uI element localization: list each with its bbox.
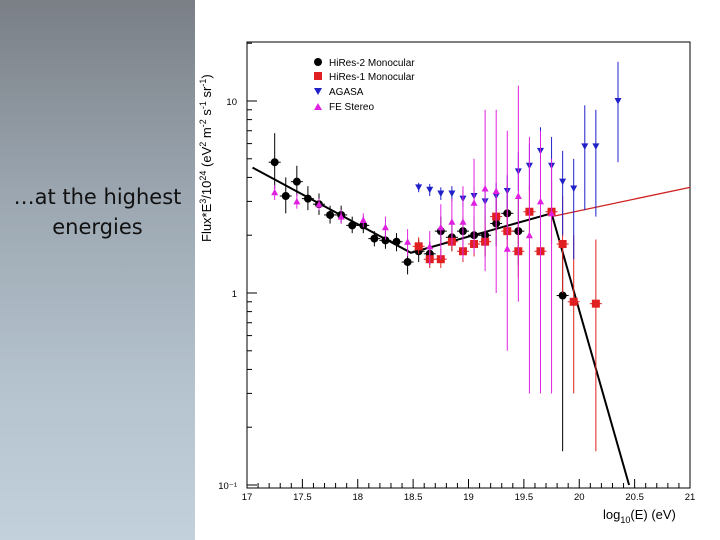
caption-line-2: energies xyxy=(52,215,143,239)
series-hires2 xyxy=(268,133,569,452)
data-point xyxy=(381,236,390,245)
tick-labels: 17 17.5 18 18.5 19 19.5 20 20.5 21 10 1 10⁻¹ xyxy=(218,97,695,503)
data-point xyxy=(293,197,301,205)
axis-ticks xyxy=(246,42,691,488)
spectrum-chart: 17 17.5 18 18.5 19 19.5 20 20.5 21 10 1 10⁻¹ HiRes-… xyxy=(198,41,695,525)
data-point xyxy=(392,237,401,246)
x-tick-label: 19.5 xyxy=(515,492,534,503)
data-point xyxy=(426,242,434,250)
data-point xyxy=(503,245,511,252)
x-tick-label: 20.5 xyxy=(625,492,644,503)
data-point xyxy=(592,143,600,150)
data-point xyxy=(591,299,600,308)
data-point xyxy=(370,234,379,243)
y-tick-label: 10 xyxy=(226,97,237,108)
x-tick-label: 17.5 xyxy=(293,492,312,503)
slide-caption: …at the highest energies xyxy=(0,182,195,242)
x-tick-label: 19 xyxy=(463,492,474,503)
data-point xyxy=(558,239,567,248)
x-tick-label: 18.5 xyxy=(404,492,423,503)
data-point xyxy=(403,258,412,267)
series-fe xyxy=(271,85,556,394)
x-axis-label: log10(E) (eV) xyxy=(603,507,676,525)
data-point xyxy=(614,98,622,105)
y-tick-label: 1 xyxy=(232,289,237,300)
legend-entry-hires1: HiRes-1 Monocular xyxy=(314,72,415,83)
legend-label-fe: FE Stereo xyxy=(329,102,374,113)
data-point xyxy=(337,213,345,220)
legend-marker-hires2 xyxy=(314,58,322,66)
data-point xyxy=(359,216,367,223)
data-point xyxy=(581,143,589,150)
data-point xyxy=(548,209,556,217)
data-point xyxy=(271,188,279,196)
x-tick-label: 20 xyxy=(574,492,585,503)
data-point xyxy=(525,231,533,239)
data-point xyxy=(437,190,445,197)
x-tick-label: 21 xyxy=(685,492,696,503)
data-point xyxy=(326,210,335,219)
x-tick-label: 18 xyxy=(352,492,363,503)
data-series xyxy=(268,61,622,452)
data-point xyxy=(558,291,567,300)
legend-entry-hires2: HiRes-2 Monocular xyxy=(314,58,415,69)
data-point xyxy=(315,200,323,208)
legend-label-hires2: HiRes-2 Monocular xyxy=(329,58,415,69)
data-point xyxy=(559,178,567,186)
legend-marker-fe xyxy=(314,103,322,110)
data-point xyxy=(492,187,500,194)
data-point xyxy=(459,218,467,225)
data-point xyxy=(448,218,456,225)
legend-label-agasa: AGASA xyxy=(329,87,364,98)
data-point xyxy=(292,177,301,186)
data-point xyxy=(536,197,544,205)
y-tick-label: 10⁻¹ xyxy=(218,481,237,492)
plot-frame xyxy=(246,41,691,489)
data-point xyxy=(470,199,478,206)
data-point xyxy=(404,238,412,245)
caption-line-1: …at the highest xyxy=(13,185,182,209)
data-point xyxy=(569,297,578,306)
fit-line xyxy=(252,166,631,486)
data-point xyxy=(426,186,434,194)
y-axis-label: Flux*E3/1024 (eV2 m-2 s-1 sr-1) xyxy=(198,74,214,242)
legend-entry-fe: FE Stereo xyxy=(314,102,374,113)
extrapolation-line xyxy=(551,186,691,218)
legend: HiRes-2 Monocular HiRes-1 Monocular AGAS… xyxy=(314,58,415,113)
data-point xyxy=(570,185,578,193)
data-point xyxy=(348,221,357,230)
legend-marker-agasa xyxy=(314,88,322,95)
data-point xyxy=(303,194,312,203)
data-point xyxy=(437,223,445,231)
data-point xyxy=(381,223,389,231)
data-point xyxy=(414,242,423,251)
x-tick-label: 17 xyxy=(242,492,253,503)
slide-sidebar: …at the highest energies xyxy=(0,0,195,540)
legend-label-hires1: HiRes-1 Monocular xyxy=(329,72,415,83)
legend-marker-hires1 xyxy=(314,72,322,80)
data-point xyxy=(281,192,290,201)
data-point xyxy=(415,184,423,191)
fit-lines xyxy=(252,166,691,486)
data-point xyxy=(481,185,489,192)
data-point xyxy=(514,192,522,200)
data-point xyxy=(270,158,279,167)
data-point xyxy=(448,190,456,197)
legend-entry-agasa: AGASA xyxy=(314,87,364,98)
